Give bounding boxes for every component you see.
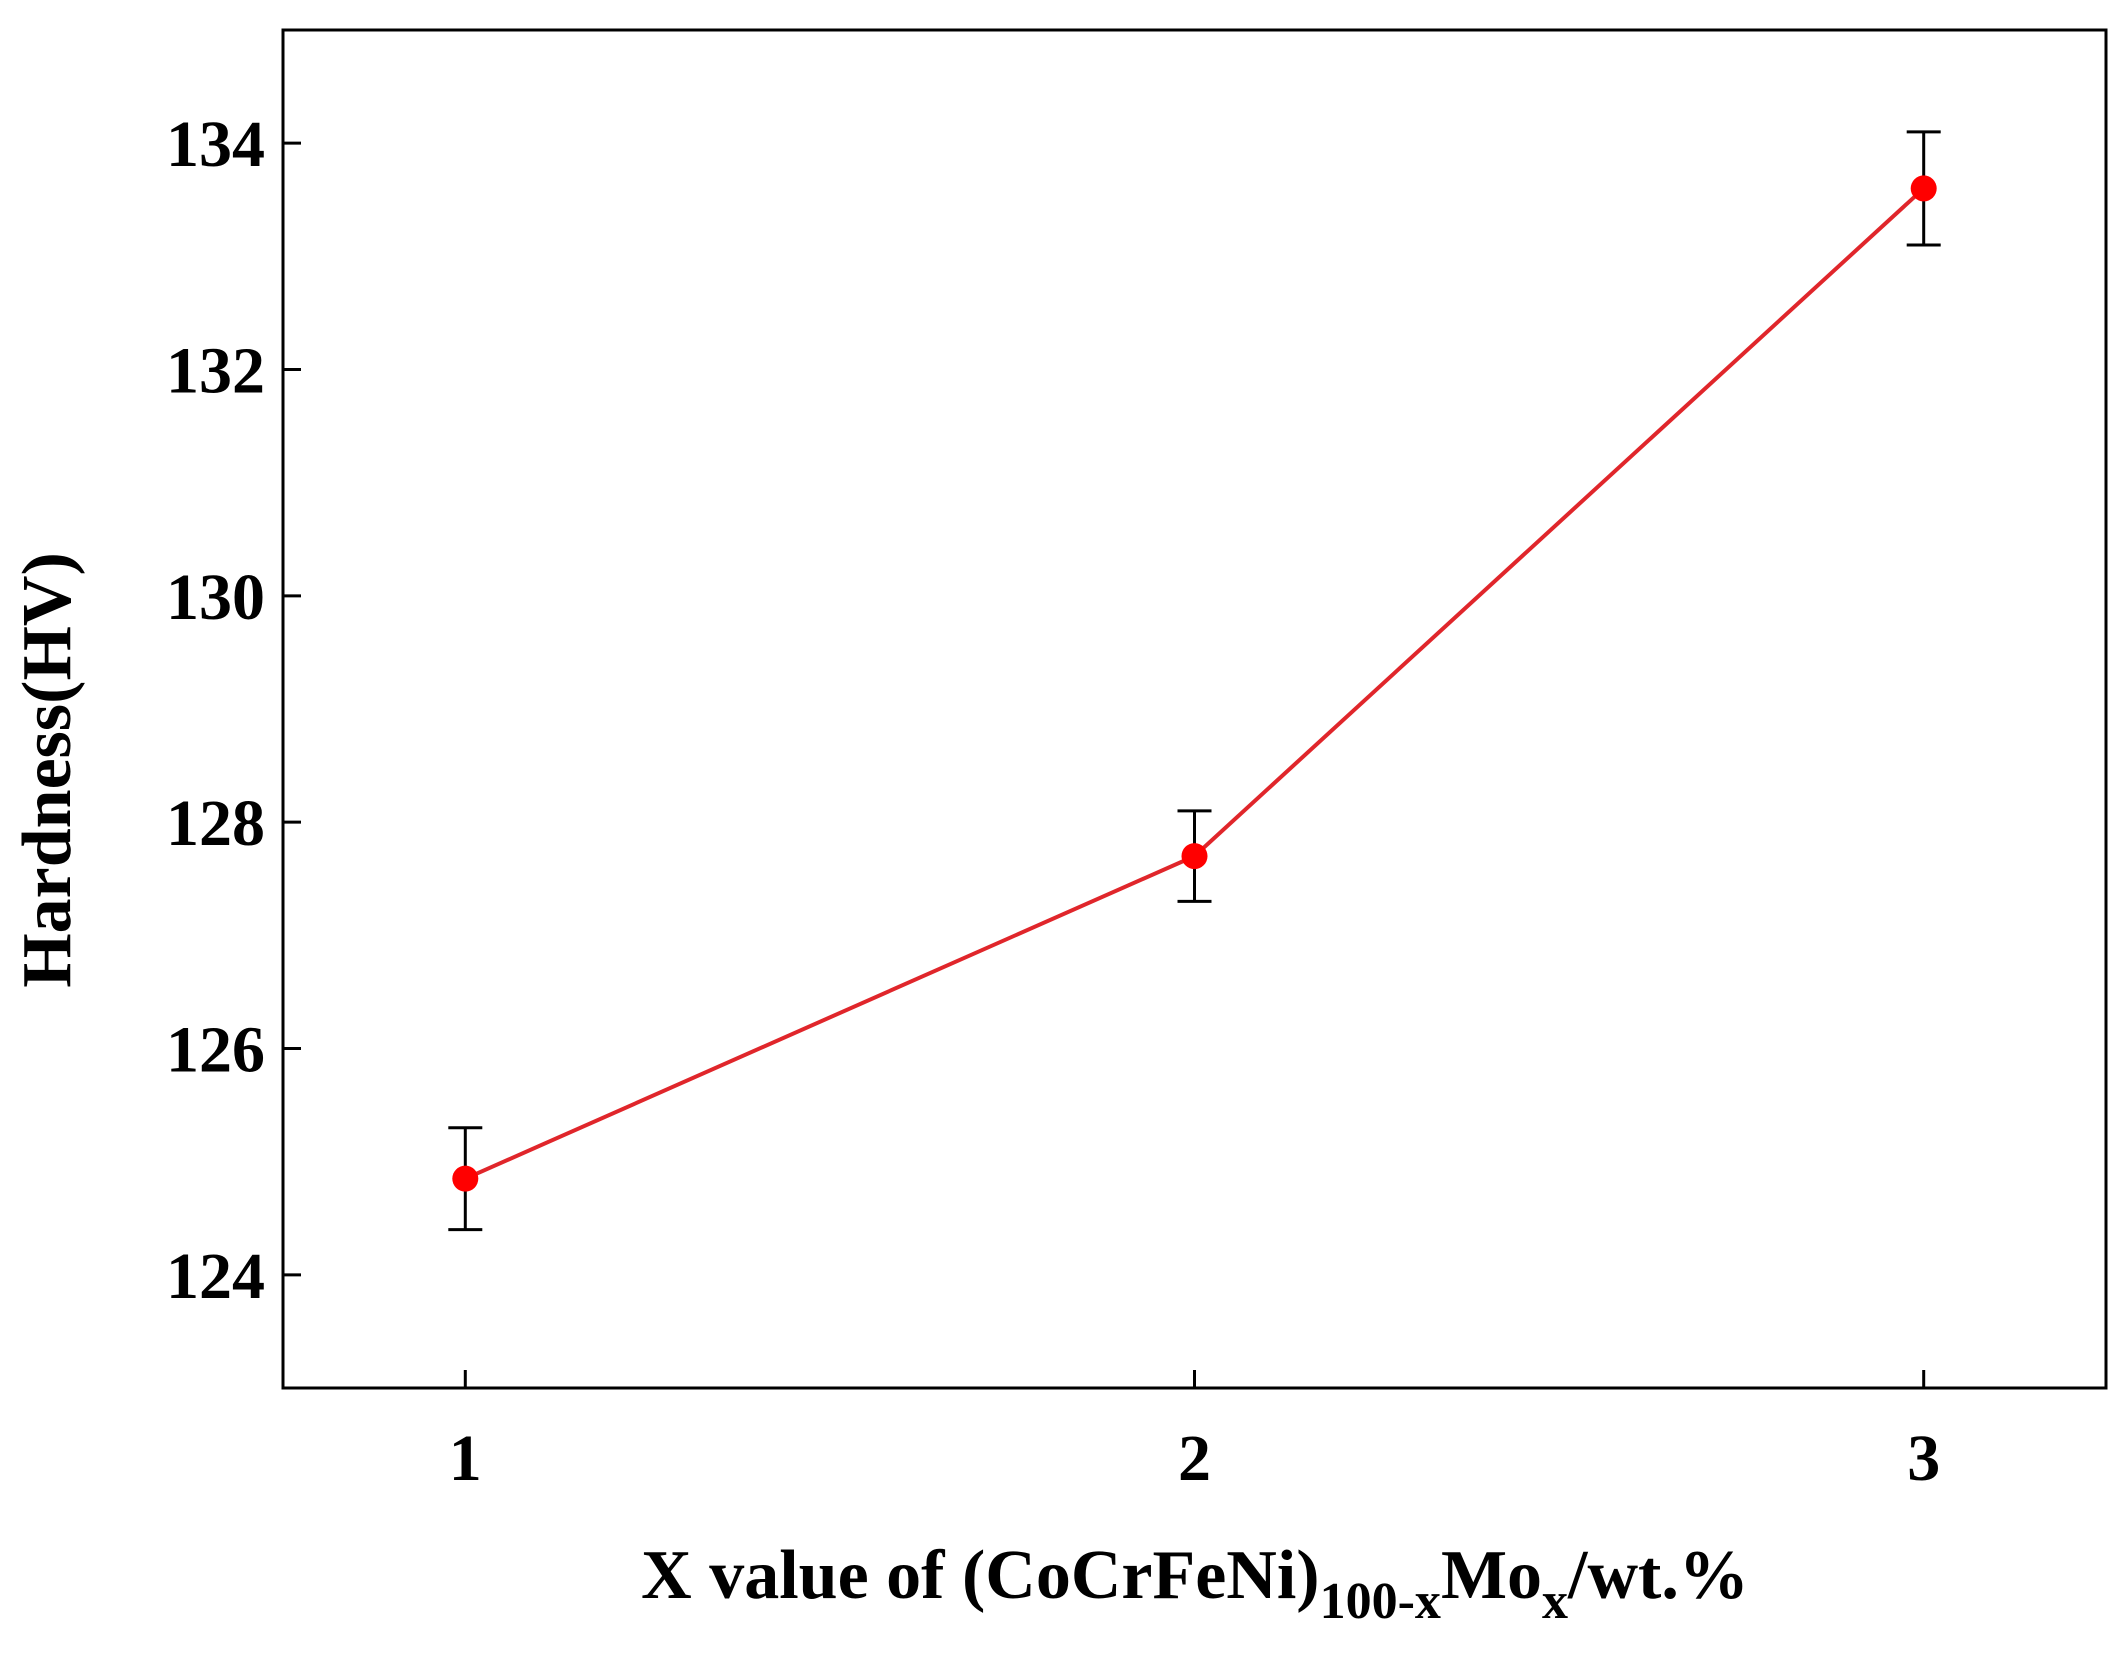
y-axis-label: Hardness(HV) [9, 552, 86, 988]
x-axis-label: X value of (CoCrFeNi)100-xMox/wt.% [641, 1537, 1749, 1630]
x-axis-label-part: /wt.% [1567, 1537, 1749, 1614]
data-point [452, 1165, 479, 1192]
y-tick-label: 134 [166, 108, 265, 181]
x-axis-label-subscript: 100-x [1320, 1573, 1441, 1630]
plot-area-border [281, 28, 2108, 1390]
error-bars [448, 130, 1941, 1232]
y-tick-label: 132 [166, 335, 265, 408]
x-axis-label-part: Mo [1441, 1537, 1542, 1614]
x-tick-label: 2 [1178, 1422, 1211, 1495]
markers [452, 175, 1937, 1192]
series-line [464, 186, 1926, 1181]
x-axis-label-subscript: x [1542, 1573, 1568, 1630]
data-point [1181, 843, 1208, 870]
series [464, 186, 1926, 1181]
x-axis-ticks: 1 2 3 [449, 1370, 1940, 1495]
y-tick-label: 128 [166, 787, 265, 860]
data-point [1910, 175, 1937, 202]
plot-frame [281, 28, 2108, 1390]
x-tick-label: 1 [449, 1422, 482, 1495]
y-tick-label: 126 [166, 1014, 265, 1087]
x-tick-label: 3 [1907, 1422, 1940, 1495]
y-axis-ticks: 124 126 128 130 132 134 [166, 108, 301, 1313]
x-axis-label-part: X value of (CoCrFeNi) [641, 1537, 1319, 1614]
y-tick-label: 130 [166, 561, 265, 634]
y-tick-label: 124 [166, 1240, 265, 1313]
